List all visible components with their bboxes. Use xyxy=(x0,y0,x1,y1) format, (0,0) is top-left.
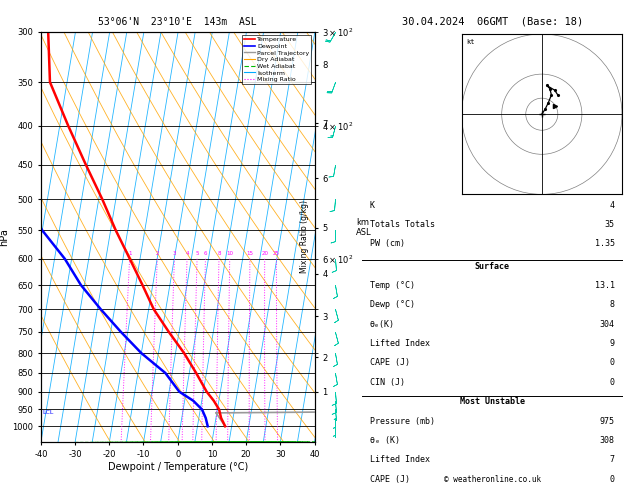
Text: 4: 4 xyxy=(610,201,615,209)
Text: Temp (°C): Temp (°C) xyxy=(369,281,415,290)
Text: 6: 6 xyxy=(204,251,207,256)
Text: 20: 20 xyxy=(261,251,268,256)
Text: 0: 0 xyxy=(610,359,615,367)
Text: kt: kt xyxy=(467,39,475,45)
Text: 35: 35 xyxy=(605,220,615,229)
Text: 4: 4 xyxy=(186,251,189,256)
Legend: Temperature, Dewpoint, Parcel Trajectory, Dry Adiabat, Wet Adiabat, Isotherm, Mi: Temperature, Dewpoint, Parcel Trajectory… xyxy=(242,35,311,85)
Text: Lifted Index: Lifted Index xyxy=(369,455,430,465)
Text: LCL: LCL xyxy=(43,410,54,416)
Text: CIN (J): CIN (J) xyxy=(369,378,404,387)
Text: Totals Totals: Totals Totals xyxy=(369,220,435,229)
Text: 5: 5 xyxy=(196,251,199,256)
Text: Most Unstable: Most Unstable xyxy=(460,397,525,406)
Text: Surface: Surface xyxy=(475,261,509,271)
Text: 10: 10 xyxy=(226,251,233,256)
Text: CAPE (J): CAPE (J) xyxy=(369,475,409,484)
Text: PW (cm): PW (cm) xyxy=(369,239,404,248)
Text: 30.04.2024  06GMT  (Base: 18): 30.04.2024 06GMT (Base: 18) xyxy=(401,17,583,27)
X-axis label: Dewpoint / Temperature (°C): Dewpoint / Temperature (°C) xyxy=(108,462,248,472)
Text: Pressure (mb): Pressure (mb) xyxy=(369,417,435,426)
Y-axis label: km
ASL: km ASL xyxy=(356,218,372,237)
Text: 1: 1 xyxy=(128,251,131,256)
Text: 0: 0 xyxy=(610,378,615,387)
Text: 308: 308 xyxy=(600,436,615,445)
Text: Lifted Index: Lifted Index xyxy=(369,339,430,348)
Text: 3: 3 xyxy=(173,251,176,256)
Text: 7: 7 xyxy=(610,455,615,465)
Text: 15: 15 xyxy=(247,251,253,256)
Text: CAPE (J): CAPE (J) xyxy=(369,359,409,367)
Text: Dewp (°C): Dewp (°C) xyxy=(369,300,415,309)
Text: 8: 8 xyxy=(217,251,221,256)
Text: K: K xyxy=(369,201,374,209)
Text: 2: 2 xyxy=(155,251,159,256)
Text: 1.35: 1.35 xyxy=(595,239,615,248)
Text: 304: 304 xyxy=(600,320,615,329)
Text: Mixing Ratio (g/kg): Mixing Ratio (g/kg) xyxy=(301,200,309,274)
Text: 0: 0 xyxy=(610,475,615,484)
Text: θₑ (K): θₑ (K) xyxy=(369,436,399,445)
Text: θₑ(K): θₑ(K) xyxy=(369,320,394,329)
Text: 25: 25 xyxy=(273,251,280,256)
Text: 13.1: 13.1 xyxy=(595,281,615,290)
Text: © weatheronline.co.uk: © weatheronline.co.uk xyxy=(443,474,541,484)
Text: 8: 8 xyxy=(610,300,615,309)
Text: 53°06'N  23°10'E  143m  ASL: 53°06'N 23°10'E 143m ASL xyxy=(98,17,257,27)
Text: 9: 9 xyxy=(610,339,615,348)
Y-axis label: hPa: hPa xyxy=(0,228,9,246)
Text: 975: 975 xyxy=(600,417,615,426)
